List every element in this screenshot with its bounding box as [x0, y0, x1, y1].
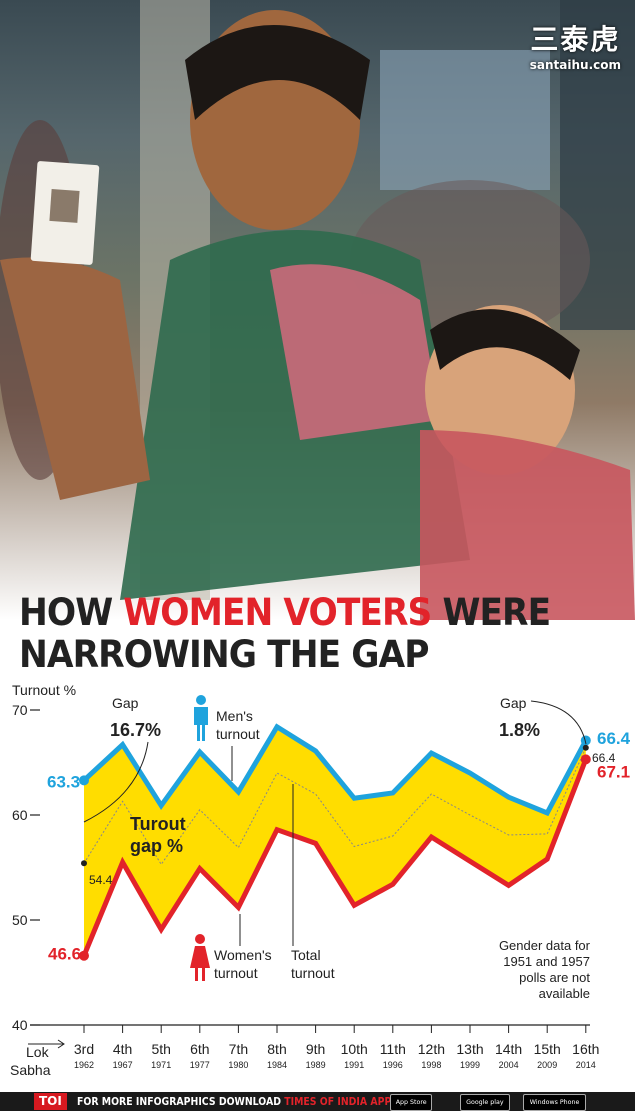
start-men-marker: [79, 775, 89, 786]
start-total-marker: [81, 860, 87, 867]
end-men-value: 66.4: [597, 729, 631, 748]
x-tick-label: 5th: [151, 1041, 170, 1057]
footer-text: FOR MORE INFOGRAPHICS DOWNLOAD: [76, 1095, 285, 1108]
x-tick-year: 2014: [576, 1060, 596, 1070]
men-label: turnout: [216, 726, 260, 742]
end-men-marker: [580, 735, 591, 746]
gap-left-leader: [83, 741, 149, 823]
gap-fill-label: Turout: [130, 814, 186, 834]
gap-left-label: Gap: [112, 695, 139, 711]
x-tick-label: 11th: [380, 1041, 406, 1057]
x-tick-year: 1996: [383, 1060, 403, 1070]
men-figure-icon: [194, 695, 208, 741]
x-tick-year: 1980: [228, 1060, 248, 1070]
x-tick-label: 7th: [229, 1041, 248, 1057]
google-play-badge[interactable]: Google play: [460, 1094, 510, 1111]
x-tick-label: 8th: [267, 1041, 286, 1057]
footnote-line: Gender data for: [499, 938, 591, 953]
gap-left-value: 16.7%: [110, 720, 161, 740]
x-tick-year: 1984: [267, 1060, 287, 1070]
x-tick-label: 6th: [190, 1041, 209, 1057]
women-label: turnout: [214, 965, 258, 981]
app-store-badge[interactable]: App Store: [390, 1094, 433, 1111]
headline-part1: HOW: [19, 591, 124, 634]
end-women-value: 67.1: [597, 762, 630, 781]
start-women-value: 46.6: [48, 945, 81, 964]
footnote-line: 1951 and 1957: [503, 954, 590, 969]
headline-part2: WERE: [431, 591, 551, 634]
x-tick-year: 2009: [537, 1060, 557, 1070]
footer-app-link[interactable]: TIMES OF INDIA APP: [284, 1095, 392, 1108]
end-women-marker: [580, 754, 591, 765]
x-tick-year: 1962: [74, 1060, 94, 1070]
start-women-marker: [79, 950, 89, 961]
gap-fill-label: gap %: [130, 836, 183, 856]
x-tick-label: 14th: [495, 1041, 522, 1057]
y-tick-label: 70: [12, 702, 28, 718]
men-label: Men's: [216, 708, 253, 724]
turnout-chart: Turnout % 40 50 60 70 3rd 1962 4th 1967 5th 1971 6t…: [10, 682, 631, 1078]
windows-phone-badge[interactable]: Windows Phone: [523, 1094, 587, 1111]
end-total-value: 66.4: [592, 751, 616, 765]
x-axis-label: Sabha: [10, 1062, 51, 1078]
x-tick-label: 4th: [113, 1041, 132, 1057]
footnote-line: polls are not: [519, 970, 590, 985]
gap-area: [84, 726, 586, 956]
women-label: Women's: [214, 947, 272, 963]
total-turnout-line: [83, 747, 587, 866]
x-tick-year: 2004: [499, 1060, 519, 1070]
x-tick-label: 9th: [306, 1041, 325, 1057]
x-tick-year: 1967: [113, 1060, 133, 1070]
x-tick-year: 1977: [190, 1060, 210, 1070]
y-axis-label: Turnout %: [12, 682, 76, 698]
footnote-line: available: [539, 986, 590, 1001]
mens-turnout-line: [82, 723, 589, 817]
y-tick-label: 50: [12, 912, 28, 928]
x-tick-year: 1998: [421, 1060, 441, 1070]
hero-photo: 三泰虎 santaihu.com: [0, 0, 635, 620]
x-tick-label: 10th: [341, 1041, 368, 1057]
x-tick-year: 1989: [306, 1060, 326, 1070]
women-figure-icon: [190, 934, 210, 981]
x-tick-label: 3rd: [74, 1041, 94, 1057]
headline-highlight: WOMEN VOTERS: [123, 591, 432, 634]
womens-turnout-line: [81, 758, 589, 957]
watermark-logo: 三泰虎 santaihu.com: [529, 23, 621, 72]
x-tick-label: 13th: [456, 1041, 483, 1057]
headline: HOW WOMEN VOTERS WERE NARROWING THE GAP: [19, 592, 577, 676]
y-tick-label: 40: [12, 1017, 28, 1033]
x-tick-label: 12th: [418, 1041, 445, 1057]
start-men-value: 63.3: [47, 772, 80, 791]
x-tick-label: 16th: [572, 1041, 599, 1057]
gap-right-leader: [530, 700, 587, 745]
start-total-value: 54.4: [89, 873, 113, 887]
end-total-marker: [582, 744, 589, 751]
total-label: Total: [291, 947, 321, 963]
gap-right-value: 1.8%: [499, 720, 540, 740]
x-tick-year: 1991: [344, 1060, 364, 1070]
x-axis-label: Lok: [26, 1044, 50, 1060]
headline-line2: NARROWING THE GAP: [19, 633, 429, 676]
x-tick-year: 1999: [460, 1060, 480, 1070]
x-tick-year: 1971: [151, 1060, 171, 1070]
toi-logo: TOI: [34, 1093, 67, 1110]
x-tick-label: 15th: [534, 1041, 561, 1057]
y-tick-label: 60: [12, 807, 28, 823]
x-axis-arrow-head: [57, 1039, 65, 1049]
total-label: turnout: [291, 965, 335, 981]
gap-right-label: Gap: [500, 695, 527, 711]
